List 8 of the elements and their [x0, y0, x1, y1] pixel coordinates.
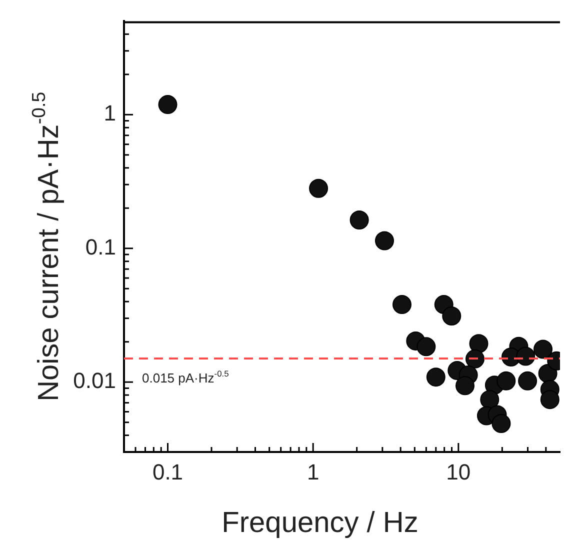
y-tick-label: 0.01: [73, 368, 116, 394]
x-tick-label: 1: [306, 459, 320, 484]
y-axis-title: Noise current / pA·Hz-0.5: [28, 92, 65, 402]
x-tick-label: 10: [446, 459, 471, 484]
y-tick-label: 0.1: [85, 234, 116, 260]
y-tick-label: 1: [104, 100, 116, 126]
x-tick-label: 0.1: [152, 459, 184, 484]
x-axis-title: Frequency / Hz: [222, 507, 418, 539]
